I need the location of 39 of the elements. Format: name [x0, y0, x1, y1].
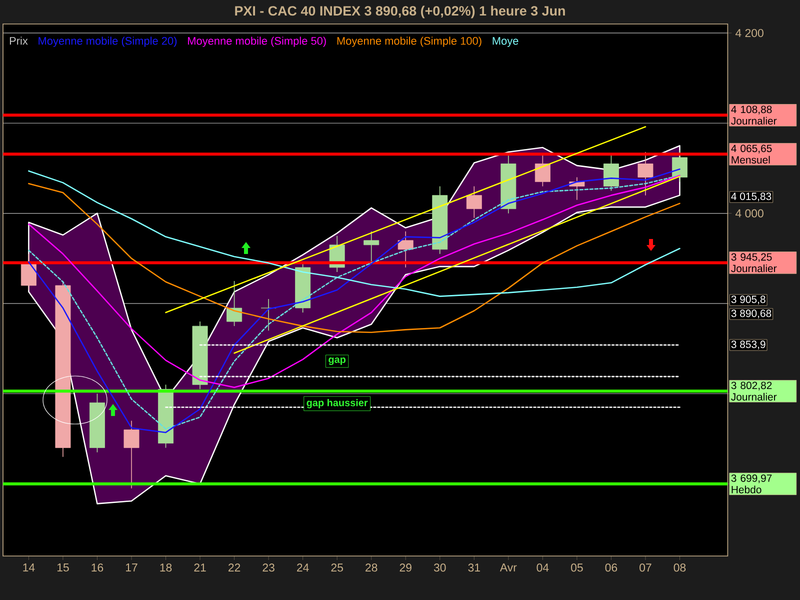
x-tick-label: 22: [228, 564, 240, 572]
x-tick-label: 18: [160, 564, 172, 572]
text: 4 015,83: [731, 192, 772, 202]
text: 3 905,8: [731, 296, 766, 304]
x-tick-label: 14: [23, 564, 35, 572]
y-tick-label: 4 200: [735, 28, 764, 38]
chart-title: PXI - CAC 40 INDEX 3 890,68 (+0,02%) 1 heure 3 Jun: [235, 6, 565, 18]
ref-line-label: 3 945,25 Journalier: [731, 253, 777, 272]
annotation: gap haussier: [306, 398, 368, 408]
text: Moyenne mobile (Simple 50): [188, 36, 326, 47]
x-tick-label: 30: [434, 564, 446, 572]
x-tick-label: 16: [92, 564, 104, 572]
ref-line-label: 4 065,65 Mensuel: [731, 144, 772, 164]
text: Moyenne mobile (Simple 100): [337, 36, 482, 47]
x-tick-label: 15: [57, 564, 69, 572]
text: Moye: [492, 37, 518, 47]
y-tick-label: 4 000: [735, 209, 764, 218]
x-tick-label: Avr: [500, 564, 517, 572]
x-tick-label: 04: [536, 564, 549, 572]
text: 3 890,68: [731, 310, 772, 318]
x-tick-label: 08: [674, 564, 686, 572]
text: Prix: [10, 36, 28, 45]
annotation: gap: [328, 357, 346, 365]
x-tick-label: 31: [468, 564, 480, 572]
x-tick-label: 29: [400, 564, 412, 572]
x-tick-label: 24: [297, 564, 309, 572]
x-tick-label: 28: [366, 564, 378, 572]
text: Moyenne mobile (Simple 20): [38, 36, 177, 47]
x-tick-label: 25: [331, 564, 343, 572]
text: 3 853,9: [731, 340, 766, 350]
x-tick-label: 07: [640, 564, 652, 572]
x-tick-label: 05: [571, 564, 583, 572]
x-tick-label: 23: [262, 564, 274, 572]
x-tick-label: 17: [126, 564, 138, 572]
x-tick-label: 06: [605, 564, 618, 572]
ref-line-label: 3 699,97 Hebdo: [731, 474, 772, 494]
ref-line-label: 3 802,82 Journalier: [731, 382, 777, 401]
x-tick-label: 21: [194, 564, 206, 572]
ref-line-label: 4 108,88 Journalier: [731, 106, 777, 125]
